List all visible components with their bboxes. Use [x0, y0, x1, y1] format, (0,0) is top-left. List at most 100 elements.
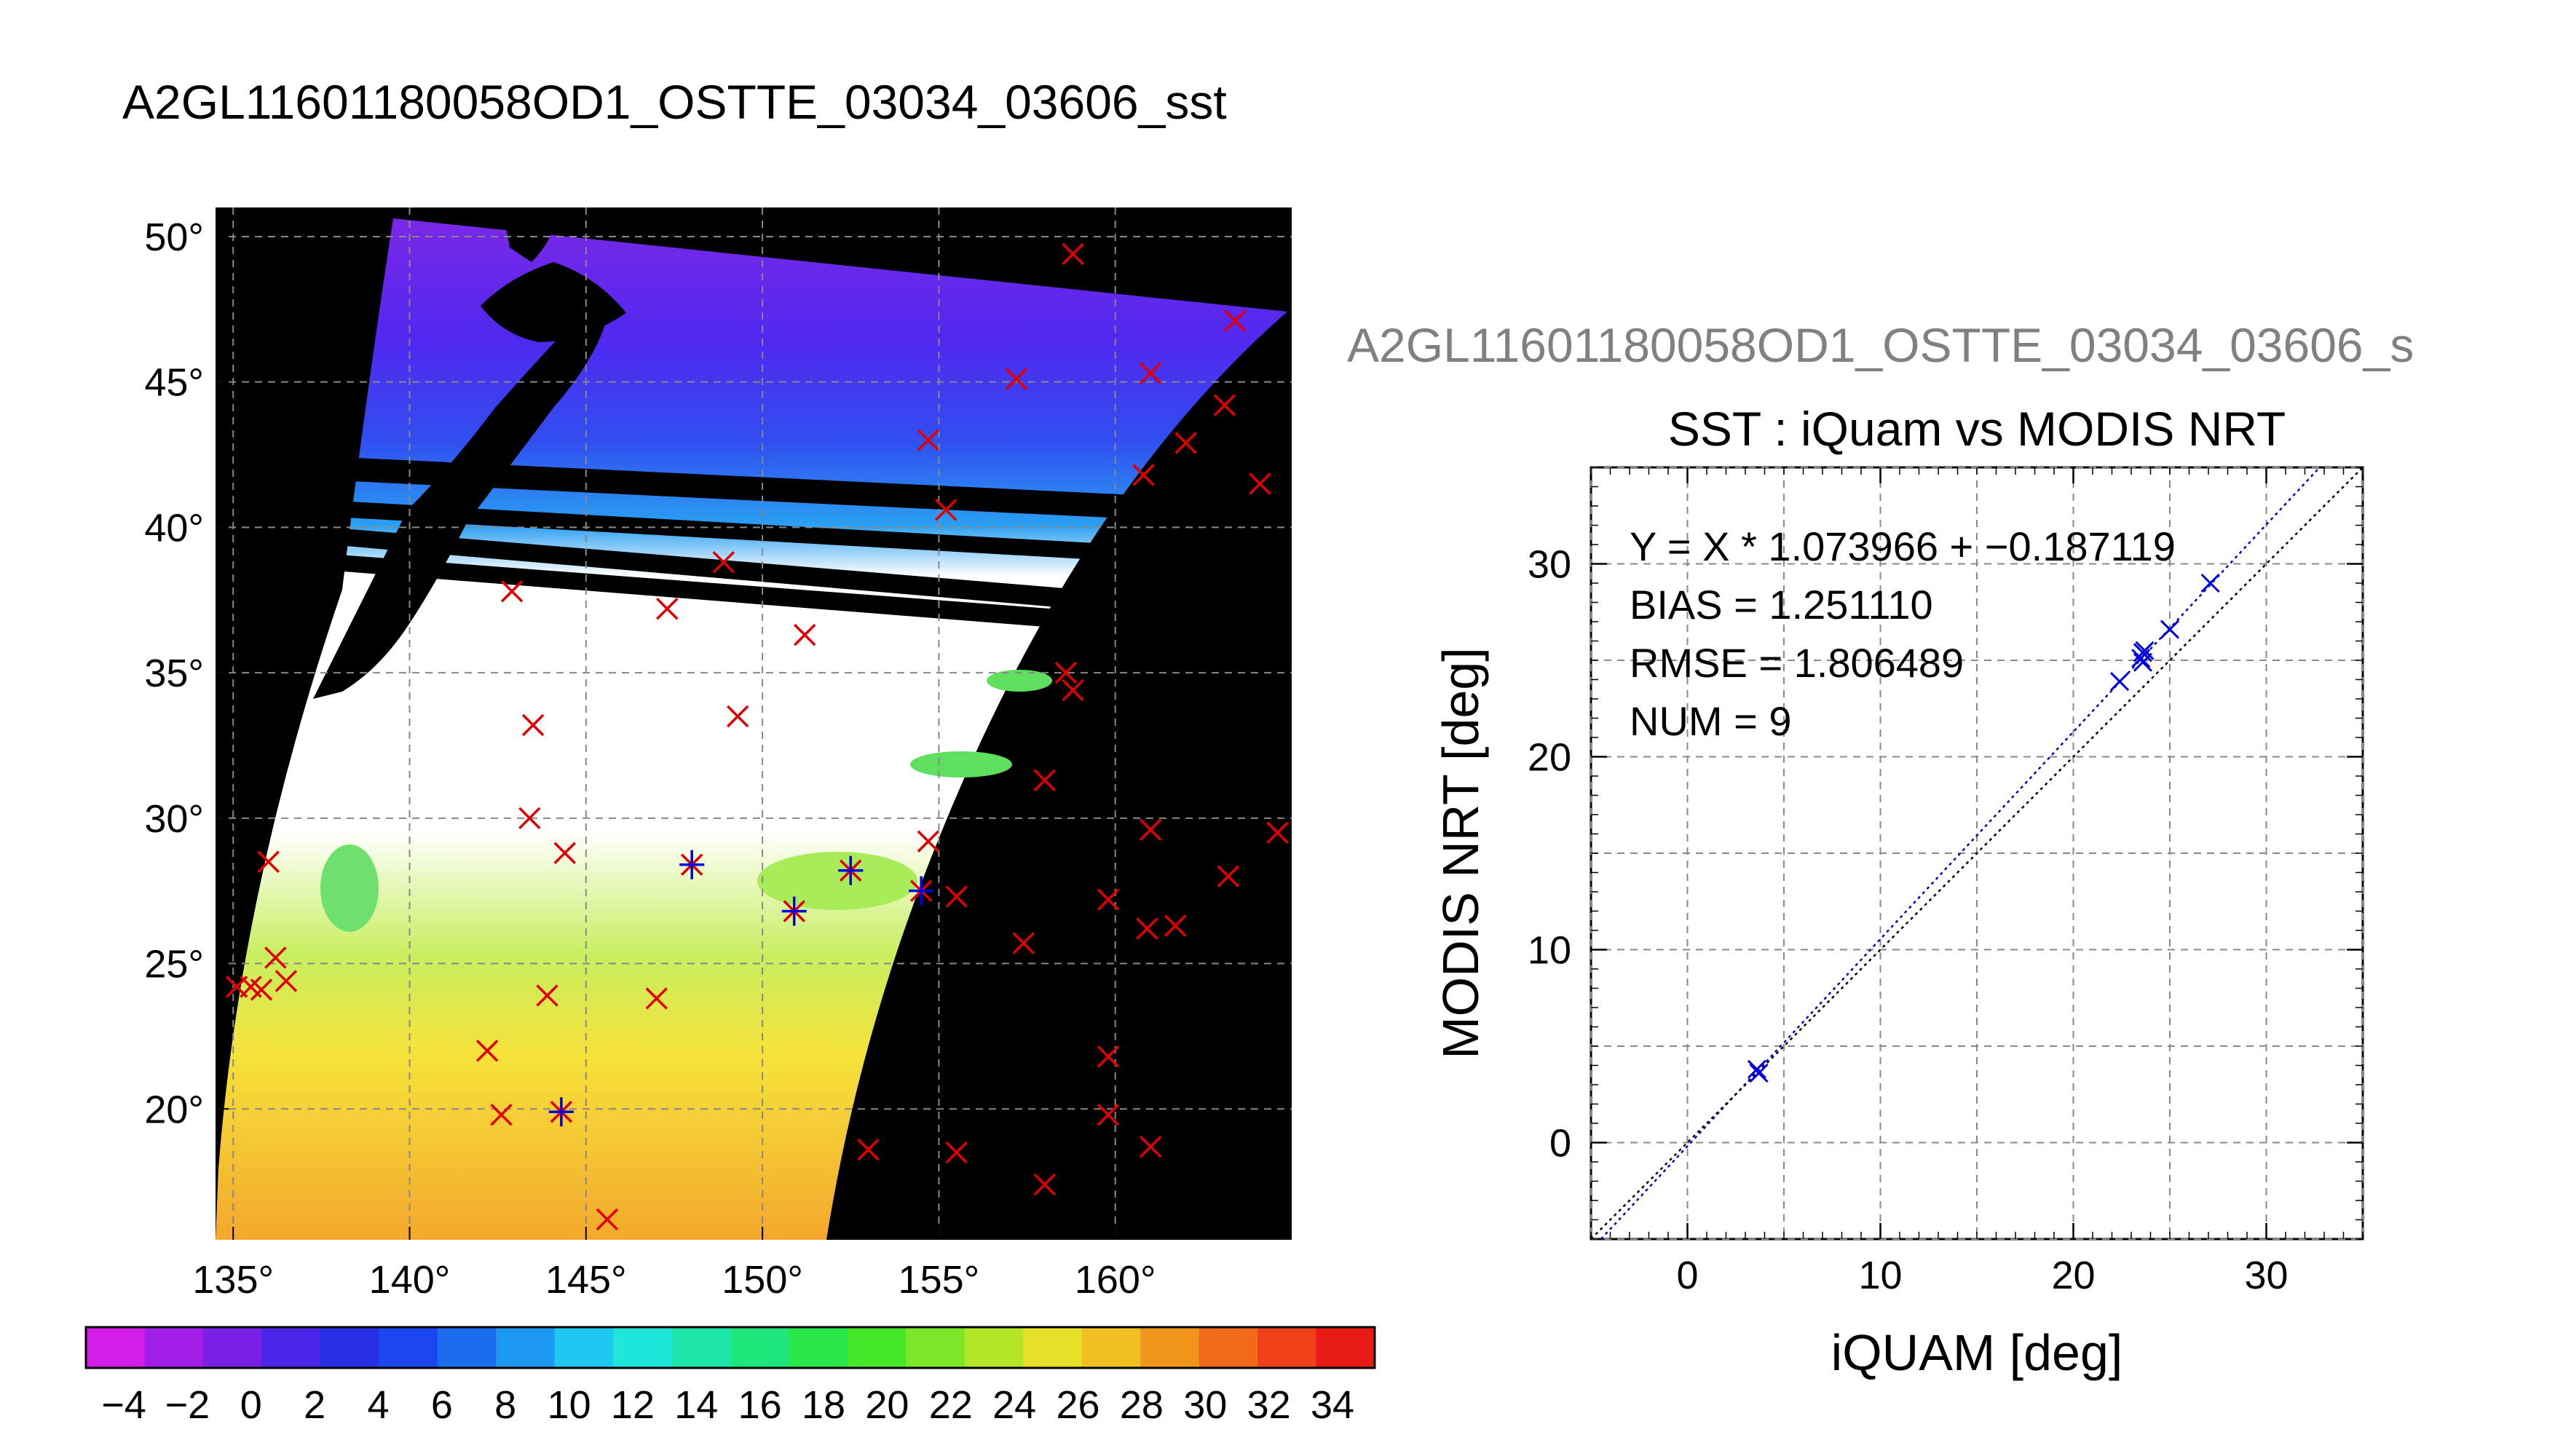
colorbar-tick-label: −4: [101, 1383, 146, 1427]
station-marker-x: [917, 830, 940, 853]
station-marker-x-stroke: [1266, 821, 1289, 844]
stats-rmse: RMSE = 1.806489: [1630, 640, 1964, 686]
station-marker-x-stroke: [945, 1141, 968, 1164]
station-marker-x-stroke: [490, 1104, 513, 1126]
station-marker-x-stroke: [250, 978, 273, 1001]
station-marker-x-stroke: [1224, 309, 1247, 333]
colorbar-tick-label: 22: [929, 1383, 973, 1427]
station-marker-x-stroke: [1174, 432, 1197, 454]
colorbar-cell: [671, 1327, 731, 1368]
colorbar-tick-label: 34: [1311, 1383, 1354, 1427]
station-marker-x-stroke: [1033, 769, 1057, 792]
station-marker-x: [500, 580, 524, 603]
y-tick-label: 0: [1549, 1122, 1571, 1166]
map-markers: [225, 242, 1289, 1231]
station-marker-x-stroke: [240, 976, 262, 998]
station-marker-x: [490, 1104, 513, 1126]
colorbar-cell: [379, 1327, 438, 1368]
station-marker-x: [275, 970, 298, 992]
colorbar-tick-label: 4: [367, 1383, 389, 1427]
colorbar-cell: [1257, 1327, 1317, 1368]
colorbar-cell: [261, 1327, 321, 1368]
station-marker-x-stroke: [1132, 464, 1155, 486]
station-marker-x-stroke: [1139, 818, 1162, 842]
land-japan: [313, 298, 612, 699]
colorbar-cell: [1081, 1327, 1141, 1368]
x-tick-label: 0: [1676, 1254, 1698, 1297]
station-marker-x: [656, 597, 679, 620]
station-marker-x: [264, 946, 287, 969]
station-marker-x-stroke: [857, 1138, 880, 1161]
station-marker-x-stroke: [596, 1208, 619, 1231]
station-marker-x-stroke: [1097, 888, 1120, 911]
stats-fit: Y = X * 1.073966 + −0.187119: [1630, 523, 2176, 569]
colorbar-cell: [1316, 1327, 1375, 1368]
station-marker-x-stroke: [536, 984, 558, 1007]
station-marker-x: [1097, 1104, 1120, 1126]
stats-num: NUM = 9: [1630, 698, 1792, 744]
station-marker-x: [1097, 1045, 1120, 1068]
colorbar-cell: [789, 1327, 848, 1368]
colorbar-tick-label: 30: [1183, 1383, 1227, 1427]
station-marker-x: [596, 1208, 619, 1231]
colorbar-cell: [1140, 1327, 1200, 1368]
colorbar-cell: [320, 1327, 379, 1368]
station-marker-x: [1224, 309, 1247, 333]
station-marker-x: [1139, 818, 1162, 842]
station-marker-x-stroke: [1054, 661, 1078, 684]
scatter-point-x: [1747, 1059, 1766, 1079]
scatter-point-x-stroke: [2200, 573, 2220, 593]
scatter-subtitle: A2GL11601180058OD1_OSTTE_03034_03606_s: [1347, 318, 2414, 372]
station-marker-x: [934, 499, 957, 521]
station-marker-x: [917, 429, 940, 451]
colorbar-tick-label: −2: [165, 1383, 210, 1427]
scatter-point-x-stroke: [2133, 652, 2152, 672]
station-marker-x: [1164, 914, 1187, 937]
station-marker-x: [1174, 432, 1197, 454]
station-marker-x: [250, 978, 273, 1001]
colorbar-tick-label: 14: [674, 1383, 718, 1427]
station-marker-x-stroke: [518, 807, 541, 830]
lat-tick-label: 45°: [144, 361, 204, 405]
scatter-point-x-stroke: [1749, 1064, 1769, 1083]
map-grid: [216, 207, 1292, 1240]
fit-line: [1600, 467, 2321, 1240]
station-marker-x-stroke: [917, 830, 940, 853]
identity-line: [1590, 467, 2364, 1240]
map-lat-tick-labels: 50° 45° 40° 35° 30° 25° 20°: [144, 215, 204, 1131]
lon-tick-label: 135°: [192, 1258, 274, 1302]
land-hokkaido: [481, 262, 626, 342]
lat-tick-label: 35°: [144, 652, 204, 695]
station-marker-x: [726, 705, 749, 728]
station-marker-x-stroke: [1097, 1104, 1120, 1126]
colorbar-tick-label: 32: [1247, 1383, 1291, 1427]
station-marker-x: [1139, 362, 1162, 384]
colorbar-cell: [1023, 1327, 1083, 1368]
colorbar-cell: [730, 1327, 789, 1368]
station-marker-x-stroke: [1097, 1045, 1120, 1068]
station-marker-x-stroke: [794, 623, 816, 646]
station-marker-x-stroke: [945, 885, 968, 908]
station-marker-x: [1217, 865, 1240, 887]
station-marker-x: [794, 623, 816, 646]
swath-gap-3: [329, 528, 1099, 610]
station-marker-x: [1033, 1173, 1057, 1196]
lat-tick-label: 40°: [144, 506, 204, 550]
match-marker-asterisk: [781, 896, 807, 926]
station-marker-x-stroke: [934, 499, 957, 521]
station-marker-x-stroke: [712, 551, 735, 574]
station-marker-x-stroke: [553, 842, 576, 864]
station-marker-x: [1062, 678, 1084, 702]
station-marker-x: [1139, 1135, 1162, 1158]
colorbar-tick-label: 24: [992, 1383, 1036, 1427]
station-marker-x-stroke: [645, 987, 668, 1010]
x-tick-label: 30: [2244, 1254, 2288, 1297]
colorbar-frame: [84, 1326, 1376, 1369]
station-marker-x: [521, 713, 545, 737]
match-marker-asterisk: [548, 1097, 574, 1127]
station-marker-x: [1213, 394, 1236, 416]
y-axis-label: MODIS NRT [deg]: [1432, 647, 1489, 1059]
station-marker-x: [1062, 242, 1084, 266]
colorbar-tick-label: 20: [865, 1383, 909, 1427]
